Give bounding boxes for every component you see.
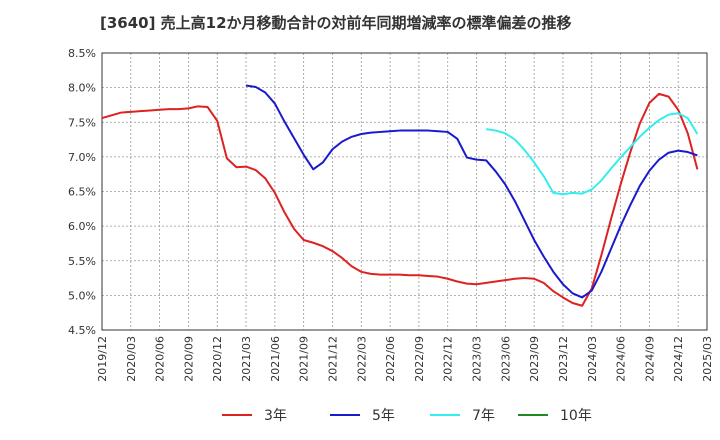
legend: 3年 5年 7年 10年	[222, 408, 592, 424]
series-line-0	[101, 92, 699, 307]
y-tick-label: 6.5%	[68, 186, 96, 199]
x-tick-label: 2020/09	[182, 336, 195, 382]
x-tick-label: 2025/03	[701, 336, 714, 382]
series-line-2	[485, 112, 699, 196]
y-tick-label: 7.0%	[68, 151, 96, 164]
x-tick-label: 2021/12	[326, 336, 339, 382]
y-tick-label: 5.5%	[68, 255, 96, 268]
x-tick-label: 2024/12	[672, 336, 685, 382]
y-tick-label: 5.0%	[68, 289, 96, 302]
legend-label: 3年	[264, 408, 287, 424]
x-tick-label: 2022/09	[413, 336, 426, 382]
x-tick-label: 2021/06	[269, 336, 282, 382]
x-tick-label: 2019/12	[96, 336, 109, 382]
plot-area	[102, 53, 707, 330]
x-axis-ticks: 2019/12 2020/03 2020/06 2020/09 2020/12 2021/…	[96, 336, 714, 382]
y-tick-label: 8.5%	[68, 47, 96, 60]
x-tick-label: 2020/03	[125, 336, 138, 382]
legend-label: 10年	[560, 408, 592, 424]
chart-title: [3640] 売上高12か月移動合計の対前年同期増減率の標準偏差の推移	[100, 14, 572, 32]
series-lines	[101, 84, 699, 307]
x-tick-label: 2021/09	[298, 336, 311, 382]
y-tick-label: 7.5%	[68, 116, 96, 129]
x-tick-label: 2022/03	[355, 336, 368, 382]
x-tick-label: 2020/06	[154, 336, 167, 382]
x-tick-label: 2023/12	[557, 336, 570, 382]
plot-border	[101, 52, 708, 331]
x-tick-label: 2022/06	[384, 336, 397, 382]
x-tick-label: 2021/03	[240, 336, 253, 382]
x-tick-label: 2024/06	[615, 336, 628, 382]
legend-label: 7年	[472, 408, 495, 424]
legend-label: 5年	[372, 408, 395, 424]
x-tick-label: 2023/06	[499, 336, 512, 382]
x-tick-label: 2023/03	[471, 336, 484, 382]
y-tick-label: 4.5%	[68, 324, 96, 337]
x-tick-label: 2020/12	[211, 336, 224, 382]
series-line-1	[245, 84, 698, 299]
x-tick-label: 2023/09	[528, 336, 541, 382]
y-axis-ticks: 8.5% 8.0% 7.5% 7.0% 6.5% 6.0% 5.5% 5.0% 4.5%	[68, 47, 96, 337]
y-tick-label: 8.0%	[68, 82, 96, 95]
x-tick-label: 2022/12	[442, 336, 455, 382]
y-tick-label: 6.0%	[68, 220, 96, 233]
x-tick-label: 2024/09	[643, 336, 656, 382]
x-tick-label: 2024/03	[586, 336, 599, 382]
